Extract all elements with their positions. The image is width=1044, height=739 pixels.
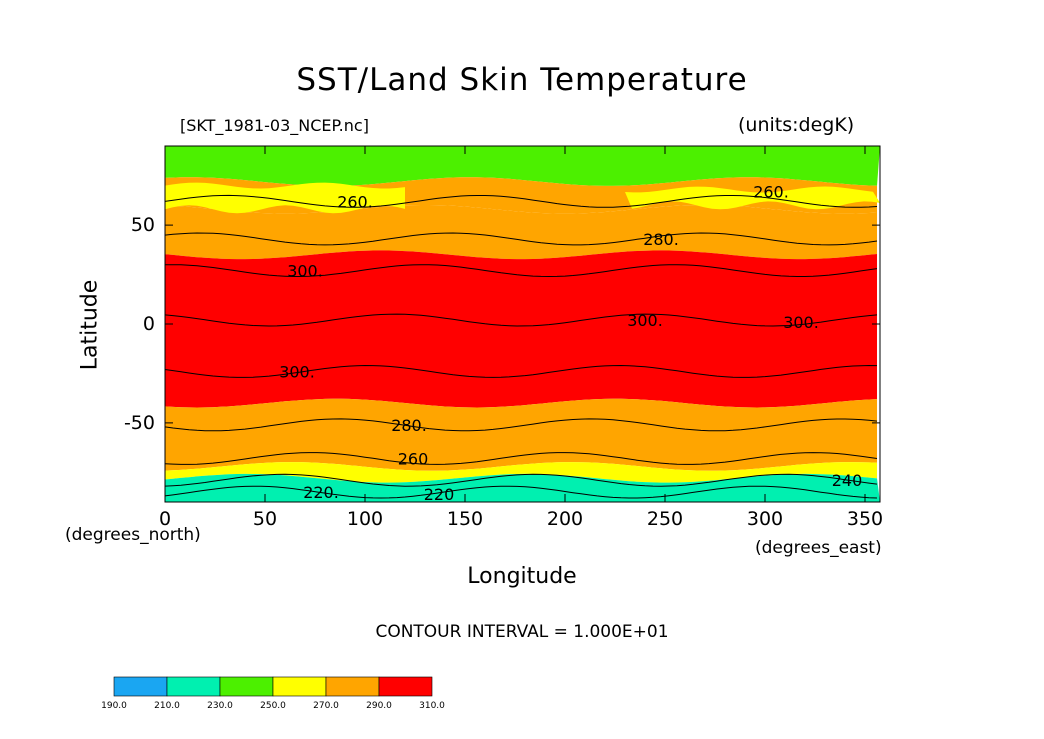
heatmap-band — [165, 250, 877, 408]
x-tick-label: 300 — [746, 508, 784, 530]
colorbar-label: 250.0 — [260, 701, 286, 711]
contour-line — [164, 418, 878, 432]
heatmap-patch — [625, 186, 880, 210]
x-axis-units: (degrees_east) — [755, 538, 882, 558]
contour-label: 280. — [391, 416, 427, 435]
colorbar-label: 310.0 — [419, 701, 445, 711]
y-tick-label: 0 — [142, 313, 155, 335]
contour-line — [164, 473, 878, 487]
colorbar-swatch — [378, 676, 433, 697]
contour-label: 300. — [279, 362, 315, 381]
heatmap-band — [165, 205, 877, 260]
x-tick-label: 150 — [446, 508, 484, 530]
y-tick-label: 50 — [130, 214, 155, 237]
colorbar-label: 230.0 — [207, 701, 233, 711]
colorbar-label: 290.0 — [366, 701, 392, 711]
contour-label: 260. — [753, 182, 789, 201]
contour-line — [164, 264, 878, 278]
colorbar-label: 270.0 — [313, 701, 339, 711]
colorbar-swatch — [166, 676, 221, 697]
colorbar-label: 210.0 — [154, 701, 180, 711]
colorbar-label: 190.0 — [101, 701, 127, 711]
contour-line — [164, 313, 878, 327]
y-axis-label: Latitude — [77, 279, 103, 371]
contour-line — [164, 452, 878, 465]
heatmap-patch — [165, 182, 405, 214]
x-tick-label: 350 — [846, 508, 884, 530]
contour-label: 220 — [424, 485, 455, 504]
file-label: [SKT_1981-03_NCEP.nc] — [180, 116, 369, 135]
contour-line — [164, 232, 878, 246]
colorbar-swatch — [219, 676, 274, 697]
contour-label: 260 — [398, 449, 429, 468]
heatmap-band — [165, 146, 880, 186]
y-axis-units: (degrees_north) — [65, 525, 201, 545]
x-tick-label: 200 — [546, 508, 584, 530]
heatmap-band — [165, 473, 880, 502]
contour-label: 300. — [627, 311, 663, 330]
contour-label: 220. — [303, 483, 339, 502]
colorbar-swatch — [325, 676, 380, 697]
x-tick-label: 50 — [252, 508, 278, 530]
contour-line — [164, 364, 878, 378]
contour-interval-label: CONTOUR INTERVAL = 1.000E+01 — [375, 622, 669, 642]
contour-label: 240 — [832, 471, 863, 490]
contour-label: 300. — [783, 313, 819, 332]
colorbar-swatch — [113, 676, 168, 697]
y-tick-label: -50 — [123, 411, 155, 434]
units-label: (units:degK) — [738, 114, 855, 136]
x-tick-label: 0 — [158, 508, 172, 530]
contour-label: 300. — [287, 262, 323, 281]
chart-title: SST/Land Skin Temperature — [296, 62, 748, 98]
contour-label: 260. — [337, 192, 373, 211]
colorbar-swatch — [272, 676, 327, 697]
contour-line — [164, 485, 878, 499]
heatmap-band — [165, 462, 877, 483]
x-tick-label: 250 — [646, 508, 684, 530]
x-tick-label: 100 — [346, 508, 384, 530]
heatmap-band — [165, 398, 877, 471]
x-axis-label: Longitude — [467, 564, 577, 589]
contour-label: 280. — [643, 230, 679, 249]
contour-line — [164, 194, 878, 208]
